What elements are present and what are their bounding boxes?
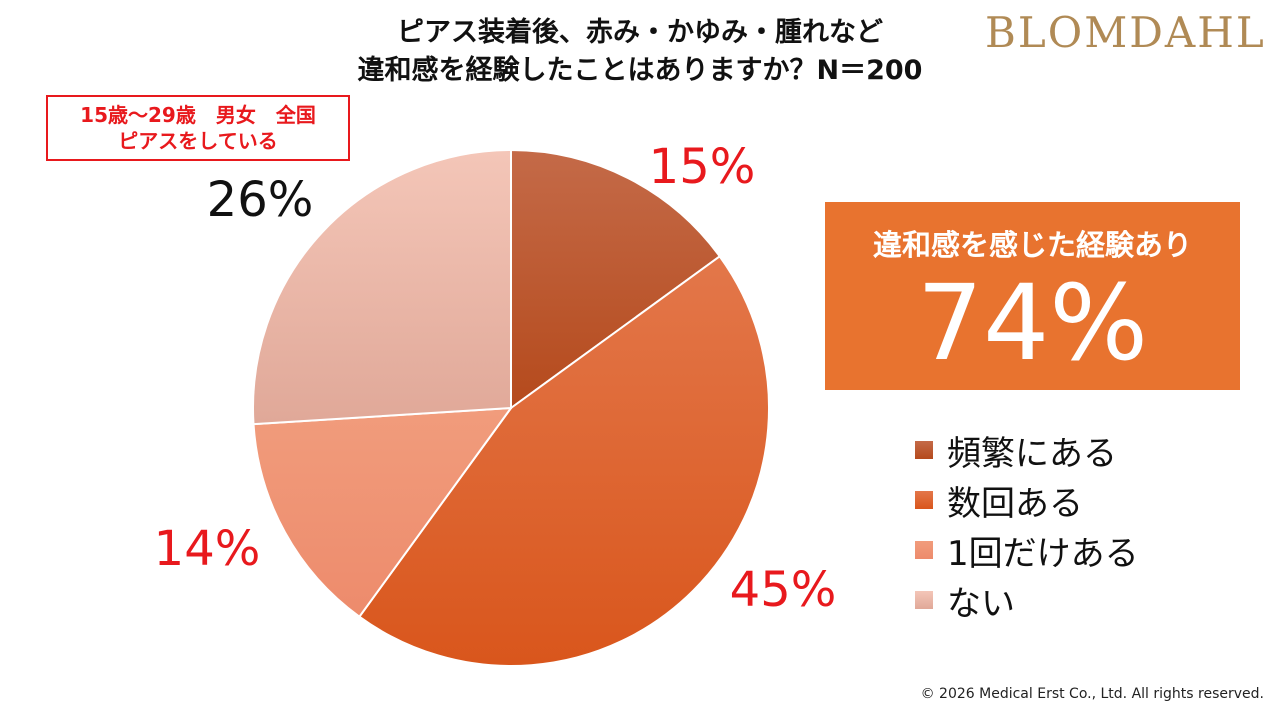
pie-slice [252, 148, 512, 426]
legend-label: 頻繁にある [947, 433, 1117, 474]
legend-item: ない [915, 575, 1139, 625]
chart-title-line-2: 違和感を経験したことはありますか？N＝200 [357, 55, 923, 86]
slice-label: 15% [649, 139, 756, 195]
legend-swatch [915, 441, 933, 459]
slice-label: 14% [154, 521, 261, 577]
legend-label: ない [947, 583, 1015, 624]
badge-line-2: ピアスをしている [118, 129, 278, 153]
pie-slice [510, 148, 722, 410]
summary-label: 違和感を感じた経験あり [872, 228, 1192, 262]
slice-label: 45% [730, 562, 837, 618]
legend-swatch [915, 541, 933, 559]
legend-swatch [915, 591, 933, 609]
respondent-badge: 15歳～29歳 男女 全国 ピアスをしている [46, 95, 350, 161]
badge-line-1: 15歳～29歳 男女 全国 [80, 103, 316, 127]
pie-slice [357, 254, 770, 667]
summary-box: 違和感を感じた経験あり 74% [825, 202, 1240, 390]
legend-item: 1回だけある [915, 525, 1139, 575]
legend-label: 1回だけある [947, 533, 1139, 574]
legend-swatch [915, 491, 933, 509]
pie-slice [252, 406, 514, 619]
brand-logo: BLOMDAHL [985, 8, 1266, 57]
legend-item: 数回ある [915, 475, 1139, 525]
legend-item: 頻繁にある [915, 425, 1139, 475]
summary-value: 74% [916, 262, 1149, 384]
legend: 頻繁にある数回ある 1回だけある ない [915, 425, 1139, 625]
pie-slices [252, 148, 770, 667]
chart-title-line-1: ピアス装着後、赤み・かゆみ・腫れなど [397, 17, 883, 48]
legend-label: 数回ある [947, 483, 1083, 524]
pie-labels: 15% 45% 14% 26% [154, 139, 837, 618]
chart-title: ピアス装着後、赤み・かゆみ・腫れなど 違和感を経験したことはありますか？N＝20… [240, 14, 1040, 90]
slice-label: 26% [207, 172, 314, 228]
copyright-footer: © 2026 Medical Erst Co., Ltd. All rights… [920, 686, 1264, 702]
